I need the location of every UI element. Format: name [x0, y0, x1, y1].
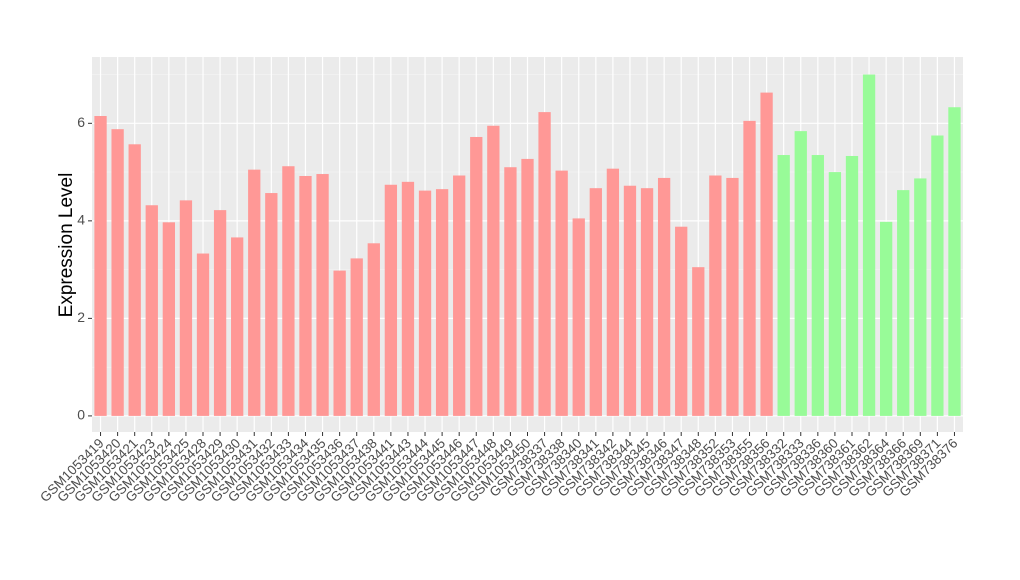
- bar: [299, 175, 312, 416]
- bar: [128, 144, 141, 416]
- bar: [196, 253, 210, 416]
- bar: [179, 200, 193, 416]
- bar: [333, 270, 346, 416]
- y-tick-label: 0: [77, 407, 85, 423]
- bar: [777, 155, 790, 416]
- bar: [162, 222, 176, 416]
- bar: [760, 92, 773, 416]
- bar: [606, 168, 620, 416]
- bar: [897, 190, 910, 416]
- bar: [418, 190, 432, 416]
- bar: [231, 237, 244, 416]
- y-axis-title: Expression Level: [56, 173, 77, 318]
- bar: [487, 125, 500, 416]
- bar: [94, 116, 107, 416]
- bar: [316, 174, 329, 416]
- bar: [640, 188, 654, 416]
- bar: [248, 169, 261, 416]
- bar: [828, 172, 842, 416]
- bar: [709, 175, 722, 416]
- bar: [384, 184, 398, 416]
- bar: [213, 210, 227, 416]
- bar: [367, 243, 380, 416]
- bar: [726, 177, 739, 416]
- bar: [914, 178, 927, 416]
- y-tick-label: 6: [77, 114, 85, 130]
- bar: [111, 129, 124, 416]
- y-tick-label: 2: [77, 309, 85, 325]
- bar: [145, 205, 158, 416]
- bar: [931, 135, 944, 416]
- bar: [521, 158, 534, 416]
- bar: [401, 181, 415, 416]
- bar: [657, 177, 671, 416]
- y-tick-label: 4: [77, 212, 85, 228]
- bar: [504, 167, 517, 416]
- bar: [350, 258, 363, 416]
- bar: [470, 136, 483, 416]
- bar: [862, 74, 876, 416]
- bar: [811, 155, 824, 416]
- bar: [623, 185, 637, 416]
- bar: [589, 188, 602, 416]
- bar: [743, 120, 756, 416]
- bar: [282, 166, 295, 416]
- bar: [572, 218, 585, 416]
- bar: [948, 107, 961, 416]
- bar: [265, 193, 278, 416]
- bar: [845, 155, 859, 416]
- bar: [879, 221, 893, 416]
- bar: [435, 189, 449, 416]
- bar: [794, 131, 807, 416]
- bar: [692, 267, 705, 416]
- bar: [555, 170, 568, 416]
- bar: [675, 226, 688, 416]
- bar: [453, 175, 466, 416]
- bar: [538, 112, 551, 416]
